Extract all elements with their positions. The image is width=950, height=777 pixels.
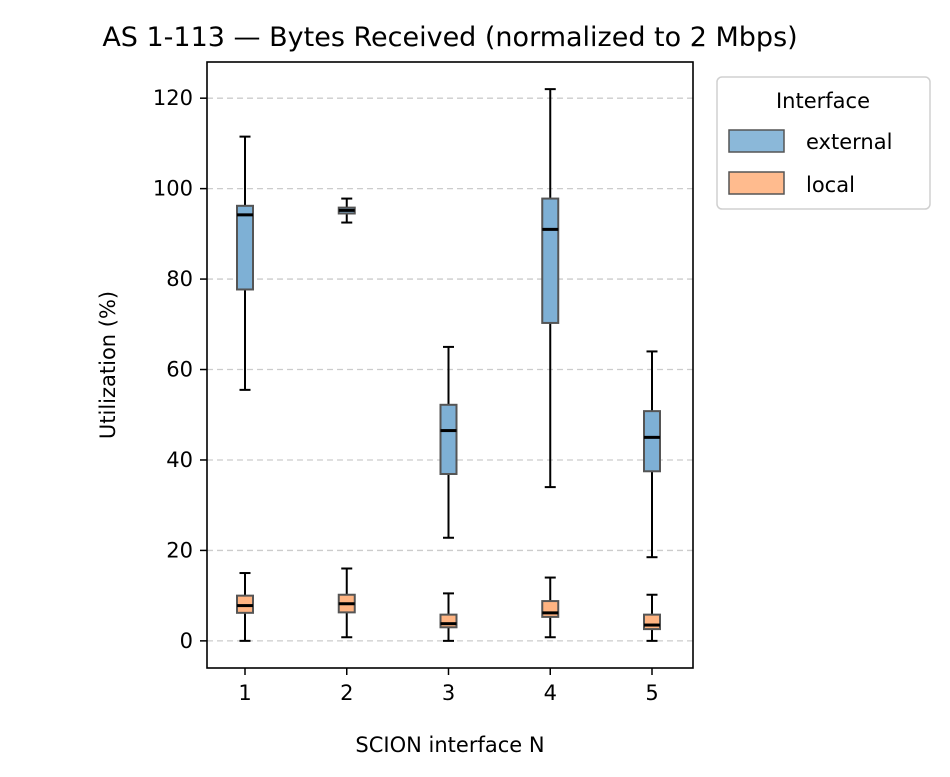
box-local-4	[541, 576, 560, 639]
legend-label-external: external	[806, 130, 892, 154]
box-body	[541, 197, 560, 324]
x-axis-label: SCION interface N	[355, 733, 544, 757]
legend-swatch-local	[728, 171, 785, 195]
box-body	[541, 600, 560, 618]
y-axis-ticks: 0 20 40 60 80 100 120	[153, 86, 207, 653]
box-external-4	[541, 88, 560, 489]
legend-swatch-external	[728, 129, 785, 153]
box-local-3	[439, 592, 458, 642]
plot-area-frame	[206, 61, 694, 669]
legend-title: Interface	[776, 89, 870, 113]
grid-lines	[207, 97, 693, 642]
box-body	[439, 613, 458, 629]
box-body	[643, 410, 661, 473]
box-body	[643, 613, 661, 631]
y-axis-label: Utilization (%)	[96, 291, 120, 439]
legend: Interface external local	[716, 76, 931, 210]
y-tick-label: 80	[166, 267, 193, 291]
legend-label-local: local	[806, 173, 855, 197]
y-tick-label: 40	[166, 448, 193, 472]
y-tick-label: 60	[166, 358, 193, 382]
y-tick-label: 120	[153, 86, 193, 110]
x-tick-label: 1	[238, 681, 251, 705]
box-external-1	[236, 135, 254, 391]
chart-title: AS 1-113 — Bytes Received (normalized to…	[102, 22, 797, 53]
box-external-2	[337, 197, 356, 224]
x-tick-label: 5	[645, 681, 658, 705]
y-tick-label: 100	[153, 177, 193, 201]
box-local-2	[337, 567, 356, 639]
box-body	[236, 204, 254, 291]
y-tick-label: 0	[180, 629, 193, 653]
box-local-5	[643, 593, 661, 642]
x-tick-label: 4	[544, 681, 557, 705]
x-tick-label: 2	[340, 681, 353, 705]
box-external-3	[439, 345, 458, 539]
box-local-1	[236, 572, 254, 642]
box-body	[439, 403, 458, 475]
x-axis-ticks: 1 2 3 4 5	[238, 668, 659, 705]
x-tick-label: 3	[442, 681, 455, 705]
box-external-5	[643, 350, 661, 559]
y-tick-label: 20	[166, 538, 193, 562]
plot-boxes	[236, 88, 661, 642]
